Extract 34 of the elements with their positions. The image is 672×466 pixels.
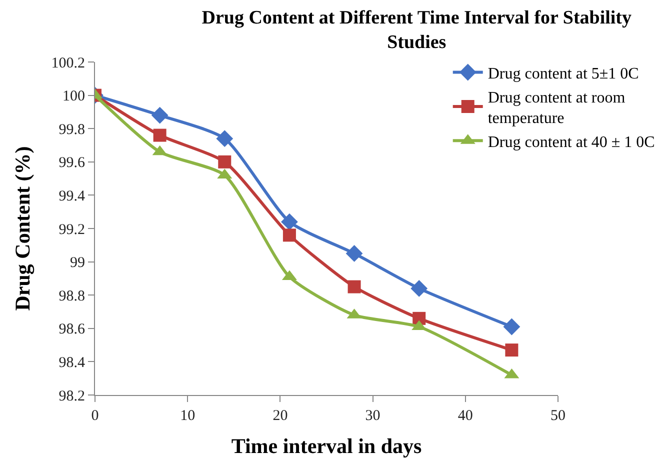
y-tick-label: 99.8 (58, 122, 85, 138)
y-tick-label: 98.8 (58, 288, 85, 304)
x-tick-label: 10 (180, 408, 196, 424)
y-tick-label: 98.2 (58, 388, 85, 404)
legend-label: Drug content at room temperature (488, 89, 626, 128)
y-tick-label: 98.4 (58, 354, 86, 371)
y-tick-label: 98.6 (58, 322, 86, 338)
chart-title: Drug Content at Different Time Interval for Stability Studies (202, 7, 632, 53)
point (216, 130, 234, 148)
legend-label: Drug content at 40 ± 1 0C (488, 134, 655, 151)
point (348, 280, 361, 294)
y-tick-label: 99.4 (58, 188, 86, 204)
point (281, 213, 298, 230)
y-tick-label: 100 (62, 88, 85, 105)
x-tick-label: 20 (272, 408, 288, 424)
y-tick-label: 99.2 (58, 222, 85, 238)
x-tick-label: 0 (91, 408, 99, 424)
point (218, 155, 232, 168)
x-tick-label: 40 (458, 408, 473, 424)
point (151, 106, 168, 124)
y-tick-label: 100.2 (51, 55, 85, 72)
y-tick-label: 99 (70, 255, 85, 272)
x-axis-title: Time interval in days (231, 434, 422, 458)
point (153, 128, 166, 142)
y-axis-title: Drug Content (%) (10, 146, 34, 311)
point (503, 318, 520, 336)
x-tick-label: 30 (365, 408, 380, 424)
legend-label: Drug content at 5±1 0C (488, 65, 639, 82)
point (346, 245, 363, 262)
y-tick-label: 99.6 (58, 155, 86, 172)
point (505, 344, 518, 357)
point (410, 280, 428, 297)
point (282, 228, 296, 242)
x-tick-label: 50 (550, 408, 566, 424)
